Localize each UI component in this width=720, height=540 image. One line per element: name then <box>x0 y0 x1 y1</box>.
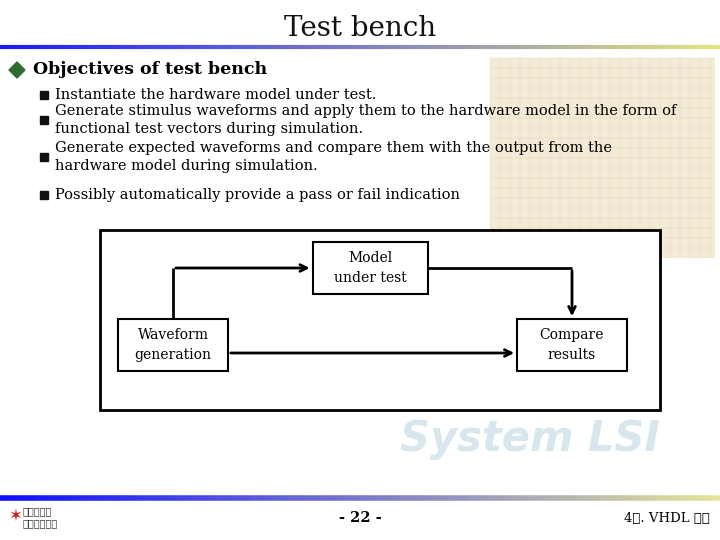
Bar <box>118 319 228 371</box>
Text: System LSI: System LSI <box>400 418 660 460</box>
Text: 4장. VHDL 개요: 4장. VHDL 개요 <box>624 511 710 524</box>
Text: Test bench: Test bench <box>284 15 436 42</box>
Text: Generate expected waveforms and compare them with the output from the
hardware m: Generate expected waveforms and compare … <box>55 141 612 173</box>
Text: Objectives of test bench: Objectives of test bench <box>33 62 267 78</box>
Bar <box>40 91 48 99</box>
Text: - 22 -: - 22 - <box>338 511 382 525</box>
Bar <box>517 319 627 371</box>
Bar <box>40 153 48 161</box>
Polygon shape <box>9 62 25 78</box>
Bar <box>490 58 715 258</box>
Bar <box>40 191 48 199</box>
Bar <box>312 242 428 294</box>
Text: 홍익대학교: 홍익대학교 <box>23 506 53 516</box>
Text: Generate stimulus waveforms and apply them to the hardware model in the form of
: Generate stimulus waveforms and apply th… <box>55 104 676 136</box>
Text: Possibly automatically provide a pass or fail indication: Possibly automatically provide a pass or… <box>55 188 460 202</box>
Bar <box>100 230 660 410</box>
Bar <box>40 116 48 124</box>
Text: Compare
results: Compare results <box>540 328 604 362</box>
Text: 정보전자대학: 정보전자대학 <box>23 518 58 528</box>
Text: Model
under test: Model under test <box>333 251 406 285</box>
Text: Waveform
generation: Waveform generation <box>135 328 212 362</box>
Text: ✶: ✶ <box>8 507 22 525</box>
Text: Instantiate the hardware model under test.: Instantiate the hardware model under tes… <box>55 88 377 102</box>
